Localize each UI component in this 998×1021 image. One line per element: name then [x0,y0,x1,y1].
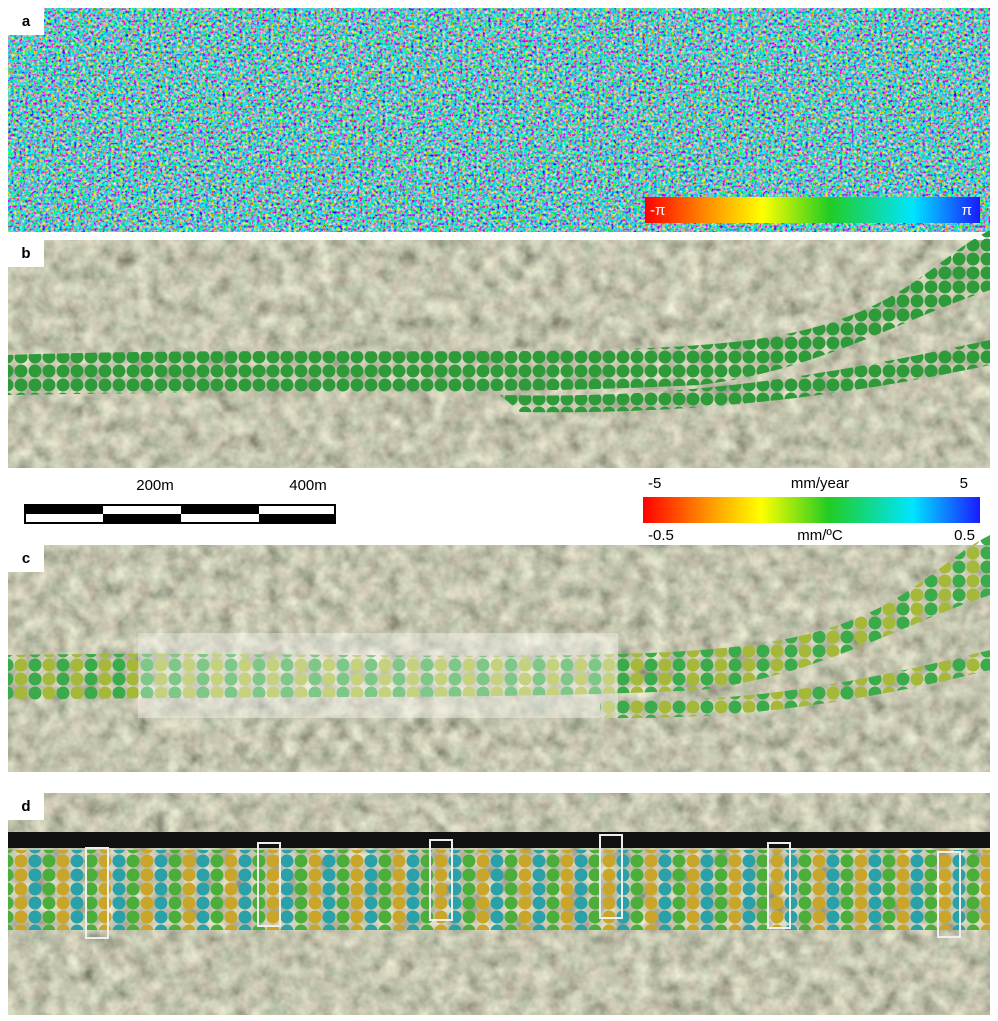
legend-unit: mm/ºC [797,527,843,544]
legend-unit: mm/year [791,475,849,492]
legend-colorbar [643,497,980,523]
scale-bar [25,505,335,523]
legend-max: 5 [960,475,968,492]
panel-label: c [22,550,30,567]
legend-min: -0.5 [648,527,674,544]
panel-label: b [21,245,30,262]
colorbar-max: π [962,202,972,219]
legend-min: -5 [648,475,661,492]
panel-label: a [22,13,31,30]
phase-colorbar [645,197,980,223]
road-points [8,850,990,930]
scale-label: 400m [289,477,327,494]
highlight-box [138,633,618,718]
legend-max: 0.5 [954,527,975,544]
panel-label: d [21,798,30,815]
shadow [8,832,990,848]
colorbar-min: -π [650,202,665,219]
scale-label: 200m [136,477,174,494]
figure: -π π 200m 400m -5 mm/year 5 -0.5 mm/ºC 0… [0,0,998,1021]
